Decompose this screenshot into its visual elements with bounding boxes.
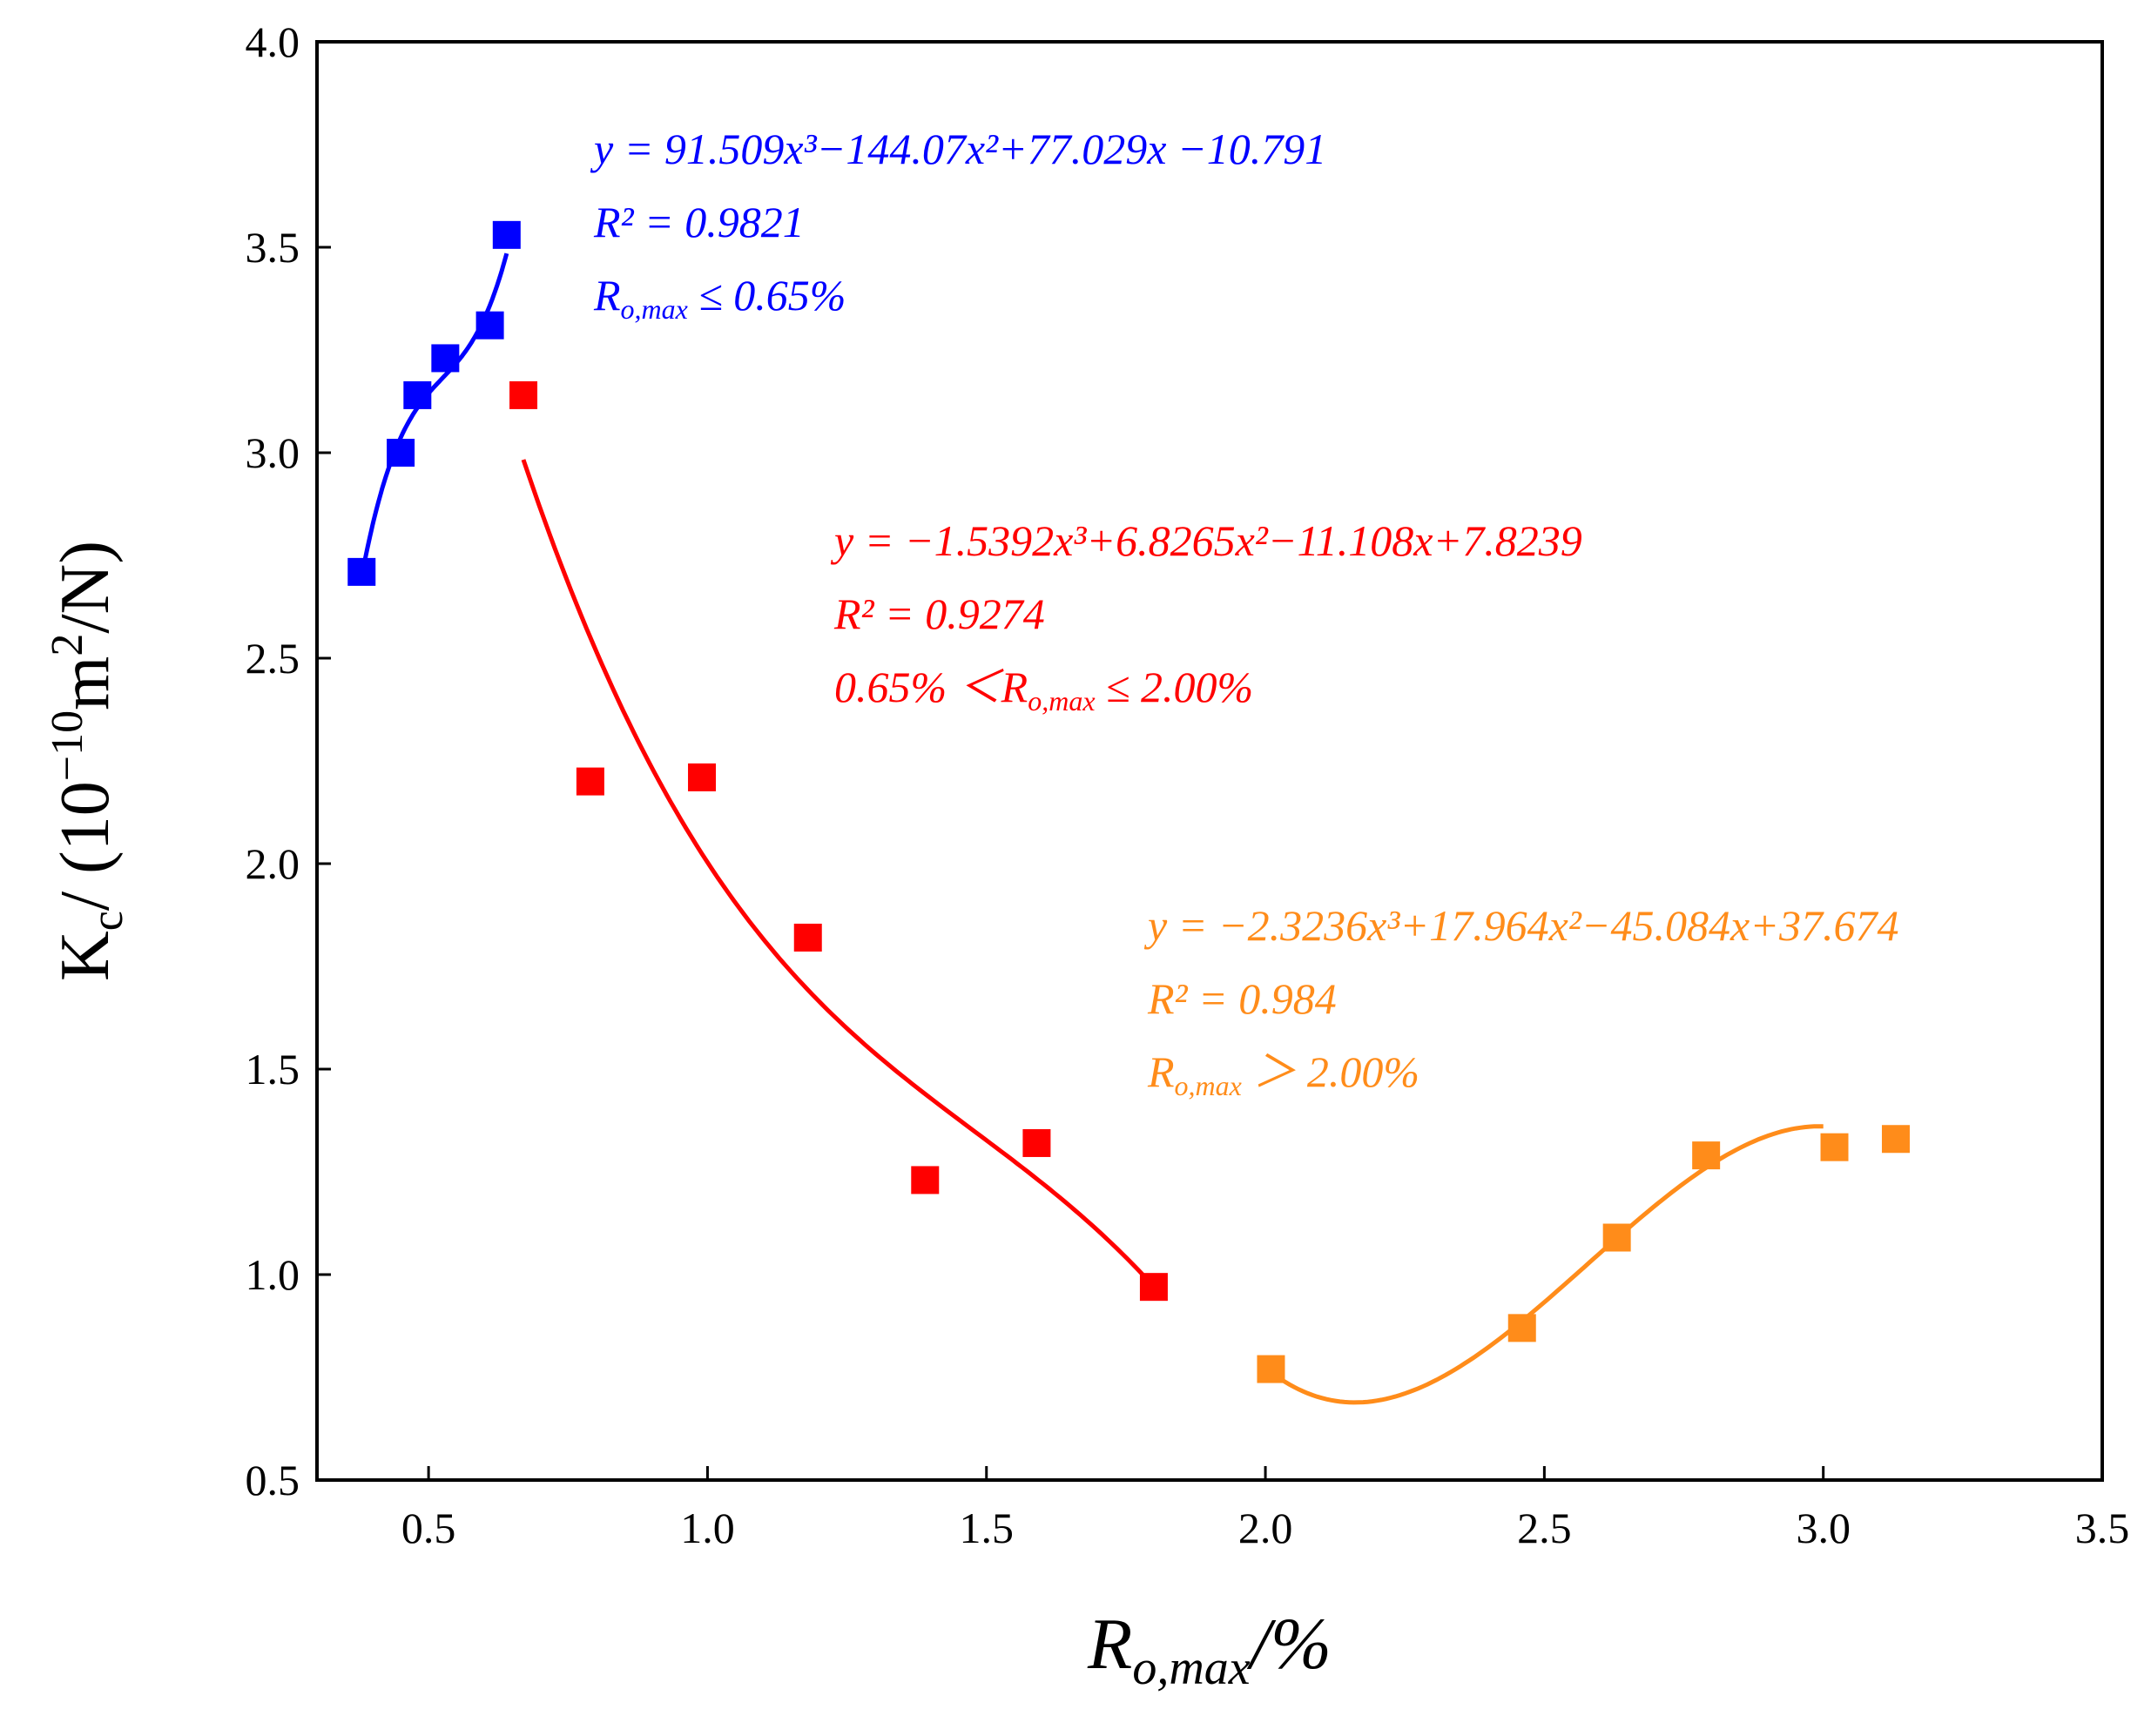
red-range-sub: o,max xyxy=(1028,685,1095,717)
blue-range: Ro,max ≤ 0.65% xyxy=(593,271,846,325)
orange-equation: y = −2.3236x³+17.964x²−45.084x+37.674 xyxy=(1143,901,1898,950)
data-point-1 xyxy=(1022,1128,1051,1157)
blue-range-r: R xyxy=(593,271,621,320)
red-range: 0.65% ＜Ro,max ≤ 2.00% xyxy=(834,663,1253,717)
blue-equation: y = 91.509x³−144.07x²+77.029x −10.791 xyxy=(590,124,1326,173)
data-point-0 xyxy=(403,380,432,409)
blue-range-text: ≤ 0.65% xyxy=(688,271,846,320)
x-axis-title: Ro,max/% xyxy=(1087,1604,1332,1695)
orange-range-text: ＞ 2.00% xyxy=(1242,1047,1419,1096)
data-point-2 xyxy=(1602,1223,1631,1252)
y-tick-label: 4.0 xyxy=(246,17,300,66)
data-point-1 xyxy=(509,380,538,409)
x-axis-title-tail: /% xyxy=(1247,1604,1332,1685)
blue-range-sub: o,max xyxy=(621,293,688,325)
data-point-1 xyxy=(1139,1273,1168,1302)
data-point-0 xyxy=(347,557,376,586)
data-point-2 xyxy=(1507,1314,1536,1342)
y-axis-title-sup2: 2 xyxy=(43,634,92,656)
red-range-text: ≤ 2.00% xyxy=(1096,663,1254,711)
data-point-1 xyxy=(793,923,822,952)
y-axis-title-ksub: c xyxy=(83,911,132,931)
y-tick-label: 2.5 xyxy=(246,634,300,683)
red-range-lead: 0.65% ＜ xyxy=(834,663,1004,711)
data-point-1 xyxy=(688,763,717,791)
data-point-1 xyxy=(576,767,604,796)
orange-range-sub: o,max xyxy=(1175,1070,1242,1101)
y-tick-label: 3.0 xyxy=(246,428,300,477)
blue-r2: R² = 0.9821 xyxy=(593,198,805,246)
plot-frame xyxy=(315,40,2104,1482)
y-tick-label: 3.5 xyxy=(246,223,300,272)
orange-range: Ro,max ＞ 2.00% xyxy=(1147,1047,1419,1101)
x-tick-label: 3.5 xyxy=(2075,1504,2130,1552)
x-tick-label: 3.0 xyxy=(1796,1504,1851,1552)
data-point-0 xyxy=(387,439,415,467)
red-equation: y = −1.5392x³+6.8265x²−11.108x+7.8239 xyxy=(830,516,1582,565)
red-r2: R² = 0.9274 xyxy=(833,589,1045,638)
y-axis-title-mid: / (10 xyxy=(47,781,124,911)
data-point-0 xyxy=(431,344,460,373)
orange-r2: R² = 0.984 xyxy=(1147,974,1337,1023)
fit-curve-1 xyxy=(521,459,1156,1289)
red-range-r: R xyxy=(1001,663,1028,711)
x-tick-label: 2.5 xyxy=(1517,1504,1572,1552)
data-point-0 xyxy=(492,220,521,249)
x-tick-label: 2.0 xyxy=(1238,1504,1293,1552)
data-point-2 xyxy=(1692,1141,1721,1170)
y-tick-label: 1.5 xyxy=(246,1045,300,1093)
x-tick-label: 1.5 xyxy=(960,1504,1015,1552)
y-tick-label: 0.5 xyxy=(246,1456,300,1504)
fit-curve-2 xyxy=(1270,1124,1824,1405)
annotation-red: y = −1.5392x³+6.8265x²−11.108x+7.8239 R²… xyxy=(830,516,1582,717)
data-point-1 xyxy=(911,1166,940,1194)
annotation-blue: y = 91.509x³−144.07x²+77.029x −10.791 R²… xyxy=(590,124,1326,325)
y-tick-label: 2.0 xyxy=(246,839,300,888)
y-axis-title-k: K xyxy=(47,931,124,981)
fit-curve-0 xyxy=(359,252,509,578)
axes: 0.5 1.0 1.5 2.0 2.5 3.0 3.5 0.5 1.0 1.5 2.0 2.5 3.0 3… xyxy=(246,17,2130,1552)
x-tick-label: 1.0 xyxy=(680,1504,735,1552)
data-point-2 xyxy=(1257,1355,1285,1383)
annotation-orange: y = −2.3236x³+17.964x²−45.084x+37.674 R²… xyxy=(1143,901,1898,1101)
y-axis-title-sup1: −10 xyxy=(43,710,92,781)
data-point-2 xyxy=(1820,1133,1849,1161)
x-axis-title-sub: o,max xyxy=(1132,1641,1250,1695)
data-point-2 xyxy=(1881,1125,1910,1154)
x-tick-label: 0.5 xyxy=(401,1504,456,1552)
x-axis-title-r: R xyxy=(1087,1604,1132,1685)
y-axis-title-unit: m xyxy=(47,656,124,710)
data-point-0 xyxy=(475,311,504,340)
orange-range-r: R xyxy=(1147,1047,1175,1096)
y-tick-label: 1.0 xyxy=(246,1250,300,1299)
y-axis-title-tail: /N) xyxy=(47,541,124,634)
data-points xyxy=(347,220,1910,1383)
y-axis-title: Kc/ (10−10m2/N) xyxy=(43,541,132,981)
